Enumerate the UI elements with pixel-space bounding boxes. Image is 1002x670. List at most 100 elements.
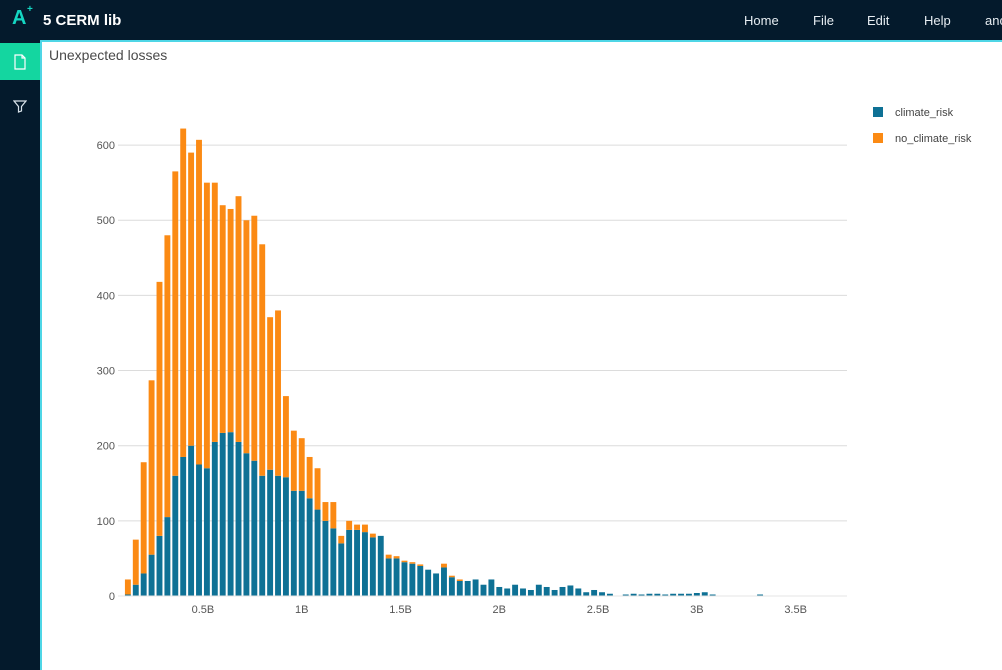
- bar-no-climate-risk: [267, 317, 274, 470]
- bar-climate-risk: [227, 432, 234, 596]
- bar-climate-risk: [543, 586, 550, 596]
- bar-no-climate-risk: [235, 196, 242, 442]
- bar-climate-risk: [504, 588, 511, 596]
- bar-climate-risk: [583, 592, 590, 596]
- bar-climate-risk: [638, 594, 645, 596]
- bar-no-climate-risk: [354, 524, 360, 530]
- legend-swatch-no-climate-risk: [873, 133, 883, 143]
- bar-climate-risk: [385, 558, 392, 596]
- bar-climate-risk: [417, 565, 424, 596]
- bar-no-climate-risk: [369, 533, 376, 538]
- bar-climate-risk: [362, 532, 368, 596]
- bar-no-climate-risk: [314, 468, 321, 510]
- bar-no-climate-risk: [203, 182, 210, 469]
- sidebar-item-filter[interactable]: [0, 87, 40, 125]
- bar-no-climate-risk: [243, 220, 250, 454]
- menu-home[interactable]: Home: [744, 12, 779, 28]
- menu-edit[interactable]: Edit: [867, 12, 890, 28]
- bar-climate-risk: [630, 593, 637, 596]
- bar-climate-risk: [188, 445, 195, 596]
- bar-no-climate-risk: [156, 281, 163, 536]
- bar-climate-risk: [164, 517, 171, 596]
- bar-climate-risk: [330, 528, 337, 596]
- bar-climate-risk: [172, 475, 179, 596]
- content-panel: Unexpected losses 0 100 200 300 400 500 600 0.5…: [40, 40, 1002, 670]
- bar-climate-risk: [401, 562, 408, 596]
- app-logo[interactable]: A +: [0, 0, 42, 40]
- bar-climate-risk: [551, 589, 558, 596]
- document-icon: [14, 53, 26, 70]
- y-tick-label: 500: [97, 215, 115, 227]
- y-tick-label: 0: [109, 591, 115, 603]
- bar-climate-risk: [306, 498, 313, 596]
- bar-climate-risk: [290, 490, 297, 596]
- unexpected-losses-chart[interactable]: 0 100 200 300 400 500 600 0.5B 1B 1.5B 2B 2.5B 3B 3.5…: [42, 42, 1000, 668]
- chart-legend: climate_risk no_climate_risk: [873, 107, 972, 145]
- bar-no-climate-risk: [290, 430, 297, 491]
- bar-climate-risk: [567, 585, 574, 596]
- bar-no-climate-risk: [188, 152, 195, 446]
- bar-climate-risk: [275, 475, 281, 596]
- bar-no-climate-risk: [132, 539, 139, 585]
- x-tick-label: 1B: [295, 604, 308, 616]
- bar-climate-risk: [599, 592, 605, 596]
- bar-climate-risk: [346, 529, 353, 596]
- bar-climate-risk: [575, 588, 582, 596]
- bar-climate-risk: [282, 477, 289, 596]
- bar-climate-risk: [488, 579, 495, 596]
- chart-bars: [124, 128, 764, 596]
- bar-no-climate-risk: [196, 139, 202, 465]
- bar-climate-risk: [606, 593, 613, 596]
- bar-climate-risk: [219, 432, 226, 596]
- bar-climate-risk: [448, 577, 455, 596]
- bar-no-climate-risk: [306, 456, 313, 499]
- bar-climate-risk: [622, 594, 629, 596]
- bar-climate-risk: [472, 579, 479, 596]
- filter-icon: [13, 100, 27, 113]
- bar-climate-risk: [203, 468, 210, 596]
- bar-climate-risk: [132, 584, 139, 596]
- bar-no-climate-risk: [448, 575, 455, 578]
- bar-climate-risk: [520, 588, 526, 596]
- bar-no-climate-risk: [180, 128, 187, 457]
- bar-no-climate-risk: [164, 235, 171, 518]
- bar-climate-risk: [709, 594, 716, 596]
- bar-no-climate-risk: [211, 182, 218, 442]
- panel-title: Unexpected losses: [49, 47, 168, 63]
- menu-user[interactable]: anc: [985, 12, 1002, 28]
- bar-no-climate-risk: [401, 560, 408, 563]
- y-tick-label: 100: [97, 516, 115, 528]
- bar-climate-risk: [686, 593, 692, 596]
- logo-plus: +: [27, 4, 33, 15]
- bar-climate-risk: [156, 535, 163, 596]
- bar-climate-risk: [456, 580, 463, 596]
- bar-climate-risk: [693, 592, 700, 596]
- bar-no-climate-risk: [338, 535, 345, 544]
- bar-no-climate-risk: [259, 244, 266, 476]
- bar-climate-risk: [496, 586, 503, 596]
- app-title: 5 CERM lib: [43, 11, 122, 29]
- menu-file[interactable]: File: [813, 12, 834, 28]
- menu-help[interactable]: Help: [924, 12, 951, 28]
- bar-no-climate-risk: [409, 562, 416, 564]
- bar-climate-risk: [180, 456, 187, 596]
- x-tick-label: 3B: [690, 604, 703, 616]
- x-tick-label: 2.5B: [587, 604, 610, 616]
- bar-no-climate-risk: [393, 556, 400, 559]
- bar-climate-risk: [480, 584, 487, 596]
- bar-climate-risk: [559, 586, 566, 596]
- bar-climate-risk: [425, 569, 432, 596]
- bar-climate-risk: [464, 580, 471, 596]
- bar-no-climate-risk: [456, 579, 463, 581]
- bar-climate-risk: [654, 593, 661, 596]
- sidebar-item-document[interactable]: [0, 43, 40, 80]
- y-tick-label: 200: [97, 441, 115, 453]
- bar-climate-risk: [124, 594, 131, 596]
- bar-no-climate-risk: [441, 563, 447, 568]
- bar-climate-risk: [148, 554, 155, 596]
- bar-climate-risk: [251, 460, 258, 596]
- bar-climate-risk: [196, 464, 202, 596]
- bar-climate-risk: [314, 509, 321, 596]
- bar-climate-risk: [267, 469, 274, 596]
- sidebar: [0, 40, 40, 670]
